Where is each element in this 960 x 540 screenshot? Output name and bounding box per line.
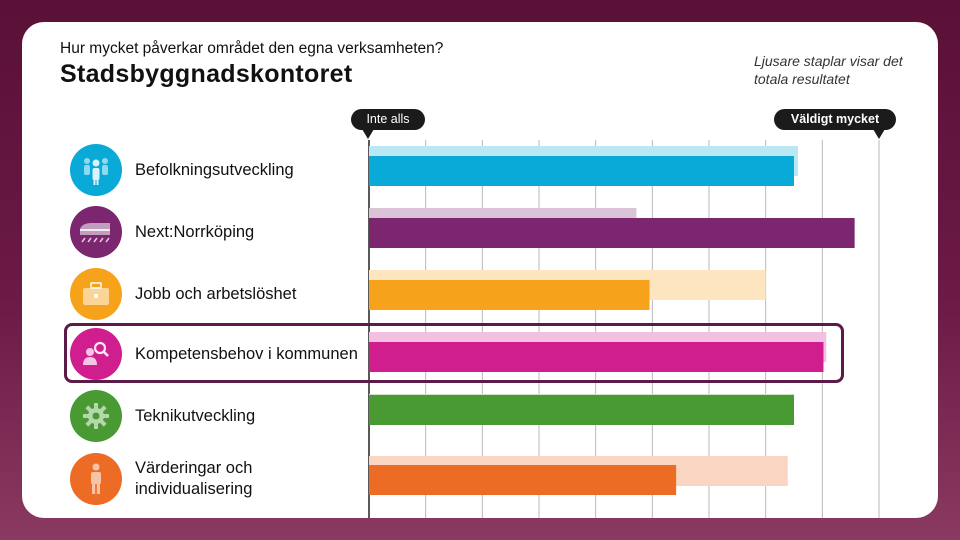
category-icon-circle <box>70 144 122 196</box>
category-icon-circle <box>70 453 122 505</box>
bar-office-jobb <box>369 280 650 310</box>
train-icon <box>80 223 110 243</box>
category-row-kompetens: Kompetensbehov i kommunen <box>70 328 370 380</box>
gear-icon <box>83 403 109 429</box>
legend-note: Ljusare staplar visar det totala resulta… <box>754 53 903 87</box>
category-icon-circle <box>70 390 122 442</box>
bar-chart <box>368 140 880 518</box>
category-row-teknik: Teknikutveckling <box>70 390 370 442</box>
survey-question: Hur mycket påverkar området den egna ver… <box>60 40 444 57</box>
category-icon-circle <box>70 206 122 258</box>
bar-office-kompetens <box>369 342 824 372</box>
person-search-icon <box>83 341 109 365</box>
category-label: Next:Norrköping <box>135 222 255 241</box>
category-row-jobb: Jobb och arbetslöshet <box>70 268 370 320</box>
category-row-next: Next:Norrköping <box>70 206 370 258</box>
person-icon <box>91 463 101 494</box>
chart-card: Hur mycket påverkar området den egna ver… <box>22 22 938 518</box>
scale-max-arrow-icon <box>873 129 885 139</box>
scale-min-label: Inte alls <box>351 109 425 130</box>
scale-min-arrow-icon <box>362 129 374 139</box>
category-label: Jobb och arbetslöshet <box>135 284 297 303</box>
category-row-varderingar: Värderingar och individualisering <box>70 453 370 505</box>
category-label: Kompetensbehov i kommunen <box>135 344 358 363</box>
category-label: Värderingar och individualisering <box>135 459 253 498</box>
people-icon <box>84 158 108 185</box>
category-label: Befolkningsutveckling <box>135 160 294 179</box>
category-label: Teknikutveckling <box>135 406 256 425</box>
bar-office-varderingar <box>369 465 677 495</box>
page-title: Stadsbyggnadskontoret <box>60 60 353 88</box>
category-row-befolkning: Befolkningsutveckling <box>70 144 370 196</box>
category-icon-circle <box>70 268 122 320</box>
bar-office-next <box>369 218 855 248</box>
scale-max-label: Väldigt mycket <box>774 109 896 130</box>
category-icon-circle <box>70 328 122 380</box>
bar-office-befolkning <box>369 156 794 186</box>
bar-office-teknik <box>369 395 794 425</box>
briefcase-icon <box>83 282 109 305</box>
